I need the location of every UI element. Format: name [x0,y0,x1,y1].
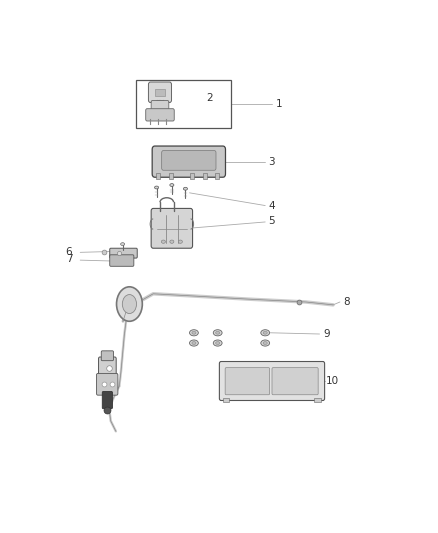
Bar [190,173,194,179]
FancyBboxPatch shape [96,374,118,395]
Text: 6: 6 [66,247,72,256]
Ellipse shape [190,330,198,336]
FancyBboxPatch shape [219,361,325,400]
Ellipse shape [215,342,220,344]
Text: 9: 9 [323,329,329,339]
Ellipse shape [161,240,166,243]
Ellipse shape [213,340,222,346]
Bar [223,398,229,402]
Ellipse shape [170,240,174,243]
FancyBboxPatch shape [110,248,137,258]
Text: 3: 3 [268,157,275,167]
Ellipse shape [117,287,142,321]
Ellipse shape [178,240,182,243]
Bar [155,88,166,96]
Text: 5: 5 [268,216,275,226]
Bar [314,398,321,402]
Ellipse shape [184,187,187,190]
Text: 1: 1 [276,99,282,109]
FancyBboxPatch shape [102,391,113,409]
Bar [136,80,231,127]
Ellipse shape [155,186,159,189]
Bar [203,173,207,179]
FancyBboxPatch shape [272,368,318,395]
Ellipse shape [190,340,198,346]
Bar [215,173,219,179]
Text: 4: 4 [268,201,275,212]
Text: 8: 8 [343,296,350,306]
Ellipse shape [261,330,270,336]
FancyBboxPatch shape [151,208,193,248]
Ellipse shape [263,342,267,344]
Text: 2: 2 [206,93,212,103]
FancyBboxPatch shape [225,368,270,395]
Ellipse shape [192,332,196,334]
Ellipse shape [263,332,267,334]
Ellipse shape [213,330,222,336]
FancyBboxPatch shape [101,351,113,361]
Ellipse shape [155,100,165,104]
Ellipse shape [215,332,220,334]
FancyBboxPatch shape [146,109,174,121]
Text: 10: 10 [326,376,339,386]
Ellipse shape [192,342,196,344]
FancyBboxPatch shape [99,357,116,377]
FancyBboxPatch shape [151,101,169,113]
FancyBboxPatch shape [148,82,172,102]
Ellipse shape [170,183,174,187]
FancyBboxPatch shape [162,150,216,170]
Ellipse shape [120,243,125,246]
FancyBboxPatch shape [152,146,226,177]
Bar [155,173,159,179]
Ellipse shape [122,295,137,313]
Ellipse shape [261,340,270,346]
FancyBboxPatch shape [110,255,134,266]
Text: 7: 7 [66,254,72,264]
Bar [169,173,173,179]
